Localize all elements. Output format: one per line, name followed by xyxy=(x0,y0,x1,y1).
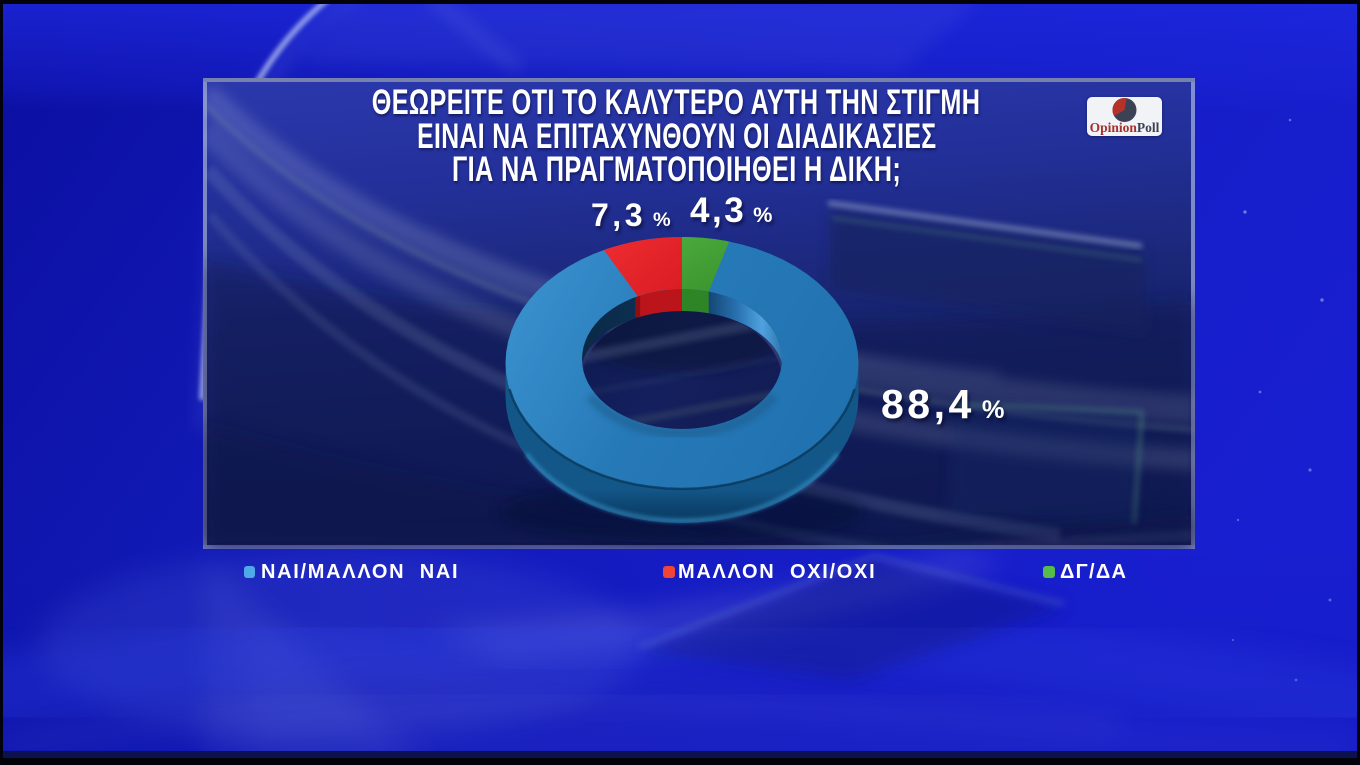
svg-text:OpinionPoll: OpinionPoll xyxy=(1090,120,1160,135)
